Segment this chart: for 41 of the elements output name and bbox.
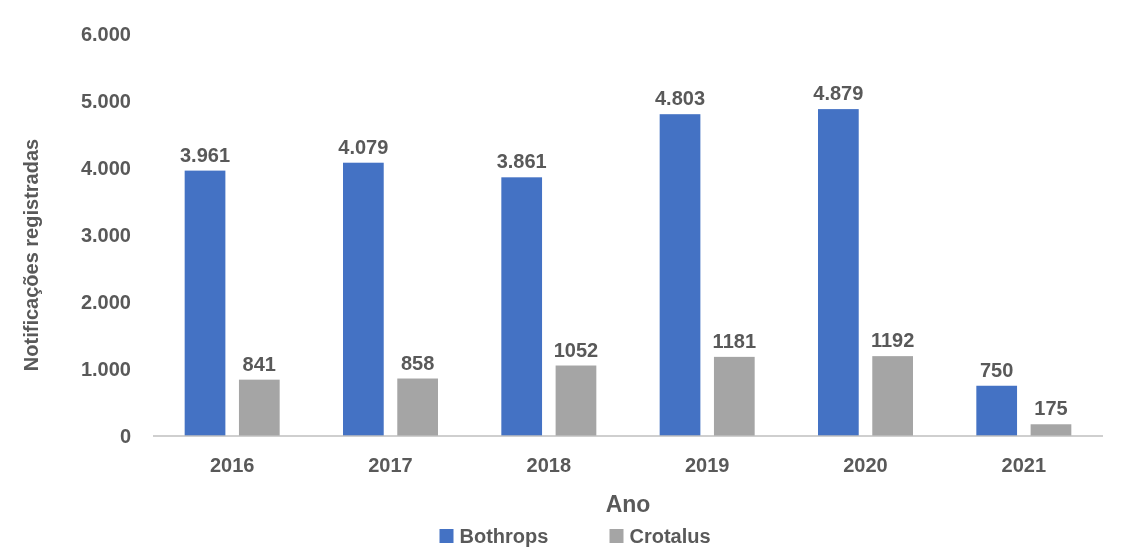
y-tick-label: 2.000	[80, 291, 131, 313]
y-tick-label: 1.000	[80, 358, 131, 380]
data-label: 4.079	[338, 135, 389, 158]
data-label: 175	[1034, 397, 1068, 420]
bar	[184, 170, 226, 436]
data-label: 841	[242, 352, 276, 375]
y-tick-label: 4.000	[80, 157, 131, 179]
x-tick-label: 2021	[1001, 454, 1047, 476]
bar	[397, 378, 438, 436]
bar	[872, 356, 913, 436]
y-tick-label: 3.000	[80, 224, 131, 246]
x-tick-label: 2017	[368, 454, 413, 476]
x-axis-title: Ano	[605, 491, 651, 517]
y-tick-label: 6.000	[80, 23, 131, 45]
data-label: 858	[400, 351, 435, 374]
data-label: 1052	[553, 338, 599, 361]
legend-label: Bothrops	[459, 525, 549, 547]
bar	[343, 162, 384, 436]
x-tick-label: 2019	[684, 454, 730, 476]
x-tick-label: 2018	[526, 454, 572, 476]
legend-label: Crotalus	[629, 525, 711, 547]
y-axis-title: Notificações registradas	[20, 138, 42, 372]
data-label: 750	[980, 358, 1014, 381]
data-label: 1192	[870, 329, 915, 352]
x-tick-label: 2020	[843, 454, 888, 476]
data-label: 3.861	[496, 150, 547, 173]
bar	[976, 385, 1018, 436]
y-tick-label: 0	[119, 425, 131, 447]
data-label: 4.803	[654, 87, 706, 110]
y-tick-label: 5.000	[80, 90, 131, 112]
data-label: 1181	[712, 329, 756, 352]
bar	[238, 379, 280, 436]
bar	[1030, 424, 1072, 436]
data-label: 4.879	[813, 82, 864, 105]
bar	[659, 114, 701, 436]
bar	[818, 109, 859, 436]
x-tick-label: 2016	[209, 454, 255, 476]
bar	[555, 365, 597, 436]
data-label: 3.961	[179, 143, 231, 166]
bar	[713, 356, 755, 436]
bar	[501, 177, 543, 436]
